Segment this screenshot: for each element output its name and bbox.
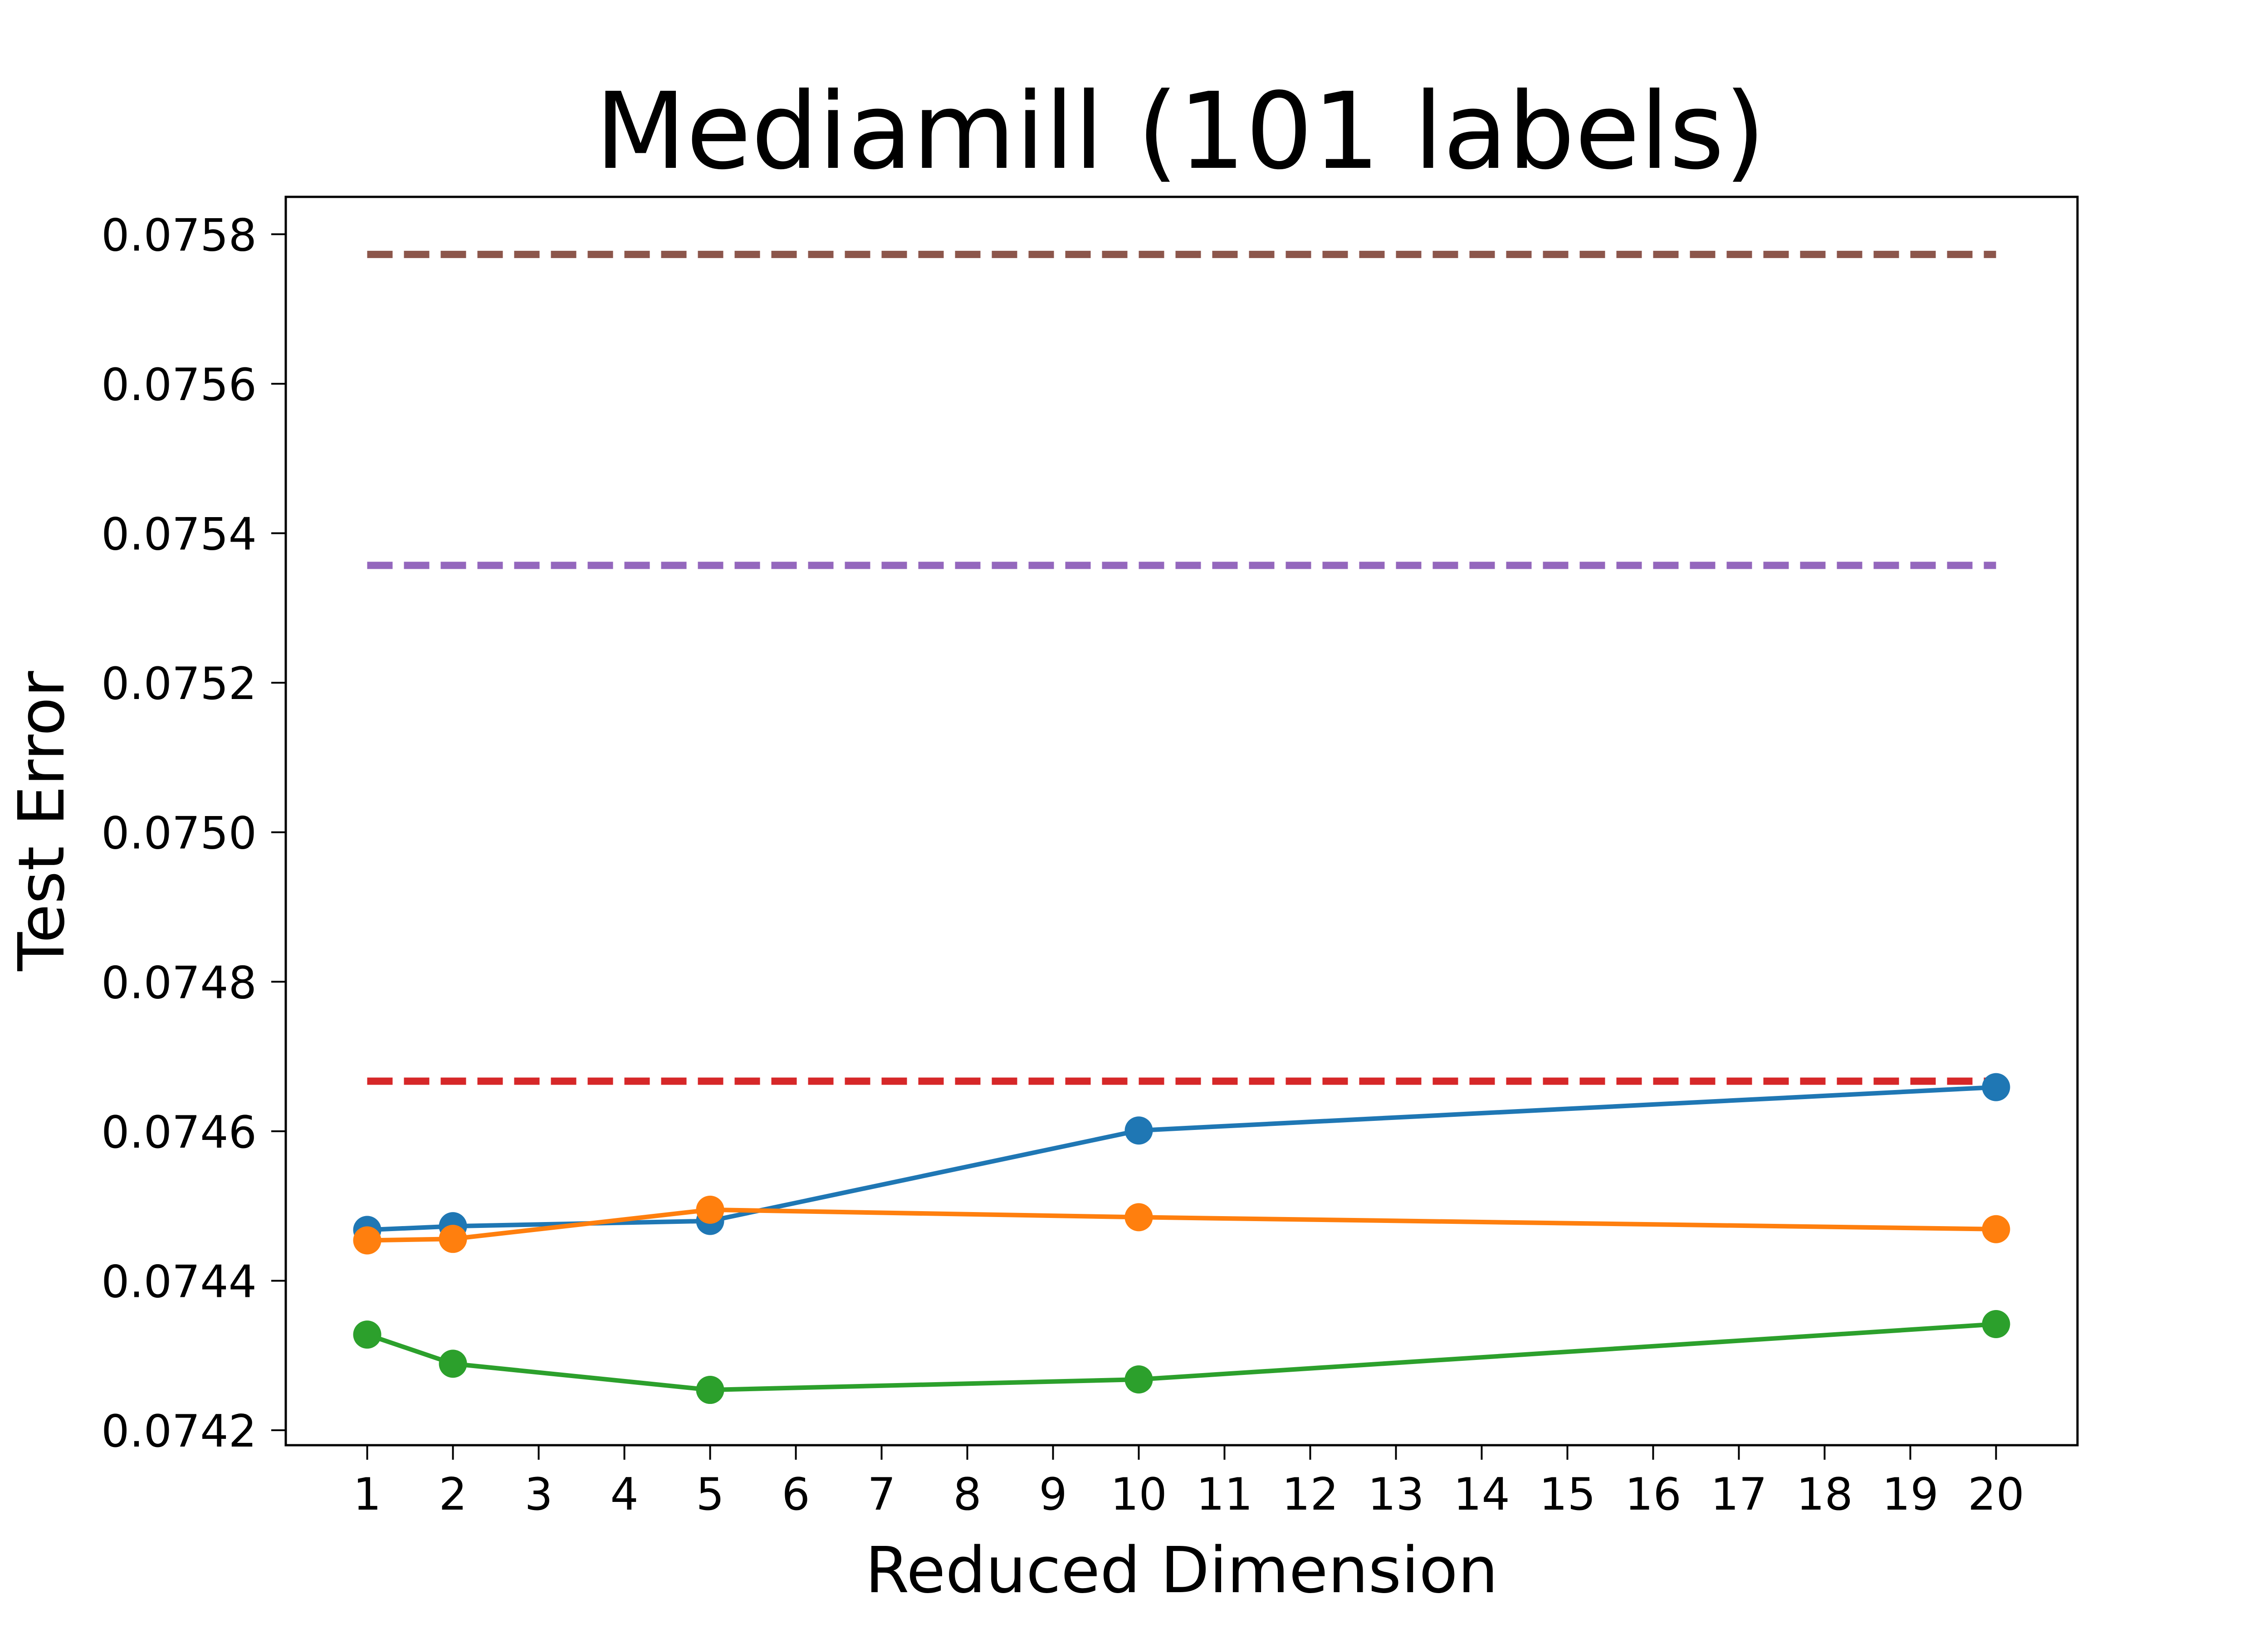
x-tick-label-5: 5 xyxy=(696,1469,724,1521)
x-tick-label-10: 10 xyxy=(1110,1469,1167,1521)
x-tick-label-2: 2 xyxy=(439,1469,467,1521)
x-tick-label-20: 20 xyxy=(1968,1469,2024,1521)
x-tick-label-19: 19 xyxy=(1882,1469,1939,1521)
x-tick-label-14: 14 xyxy=(1453,1469,1510,1521)
x-tick-label-8: 8 xyxy=(953,1469,981,1521)
x-tick-label-18: 18 xyxy=(1796,1469,1853,1521)
series-1-point-4 xyxy=(1982,1215,2010,1243)
y-tick-label-6: 0.0754 xyxy=(101,509,257,561)
x-tick-label-4: 4 xyxy=(610,1469,638,1521)
series-1-point-1 xyxy=(439,1225,467,1253)
y-tick-label-0: 0.0742 xyxy=(101,1406,257,1457)
plot-frame xyxy=(284,196,2079,1447)
x-tick-label-11: 11 xyxy=(1196,1469,1253,1521)
series-2-point-4 xyxy=(1982,1310,2010,1339)
series-0-point-4 xyxy=(1982,1073,2010,1101)
series-2-point-0 xyxy=(353,1320,381,1349)
y-tick-label-2: 0.0746 xyxy=(101,1107,257,1159)
x-tick-label-16: 16 xyxy=(1625,1469,1681,1521)
y-tick-label-4: 0.0750 xyxy=(101,808,257,860)
series-2-point-1 xyxy=(439,1349,467,1378)
series-2-point-2 xyxy=(696,1376,724,1404)
x-axis-label: Reduced Dimension xyxy=(865,1534,1498,1608)
y-tick-label-5: 0.0752 xyxy=(101,658,257,710)
x-tick-label-13: 13 xyxy=(1368,1469,1424,1521)
x-tick-label-3: 3 xyxy=(524,1469,552,1521)
x-tick-label-1: 1 xyxy=(353,1469,381,1521)
x-tick-label-12: 12 xyxy=(1282,1469,1339,1521)
y-tick-label-1: 0.0744 xyxy=(101,1256,257,1308)
x-tick-label-6: 6 xyxy=(782,1469,810,1521)
series-1-point-3 xyxy=(1124,1203,1153,1232)
x-tick-label-15: 15 xyxy=(1539,1469,1596,1521)
x-tick-label-9: 9 xyxy=(1039,1469,1067,1521)
series-layer xyxy=(353,250,2010,1404)
x-tick-label-7: 7 xyxy=(867,1469,895,1521)
series-1-point-2 xyxy=(696,1195,724,1224)
y-axis-label: Test Error xyxy=(5,671,79,972)
series-2-point-3 xyxy=(1124,1365,1153,1393)
series-1-point-0 xyxy=(353,1226,381,1255)
y-tick-label-8: 0.0758 xyxy=(101,210,257,261)
series-0-point-3 xyxy=(1124,1116,1153,1145)
y-axis: 0.0742 0.0744 0.0746 0.0748 0.0750 0.0752 0.07… xyxy=(101,210,286,1457)
x-axis: 1 2 3 4 5 6 7 8 9 10 11 12 13 14 15 16 17 18 19 20 xyxy=(353,1445,2024,1521)
y-tick-label-7: 0.0756 xyxy=(101,359,257,411)
x-tick-label-17: 17 xyxy=(1711,1469,1767,1521)
chart-title: Mediamill (101 labels) xyxy=(595,70,1766,193)
y-tick-label-3: 0.0748 xyxy=(101,957,257,1009)
